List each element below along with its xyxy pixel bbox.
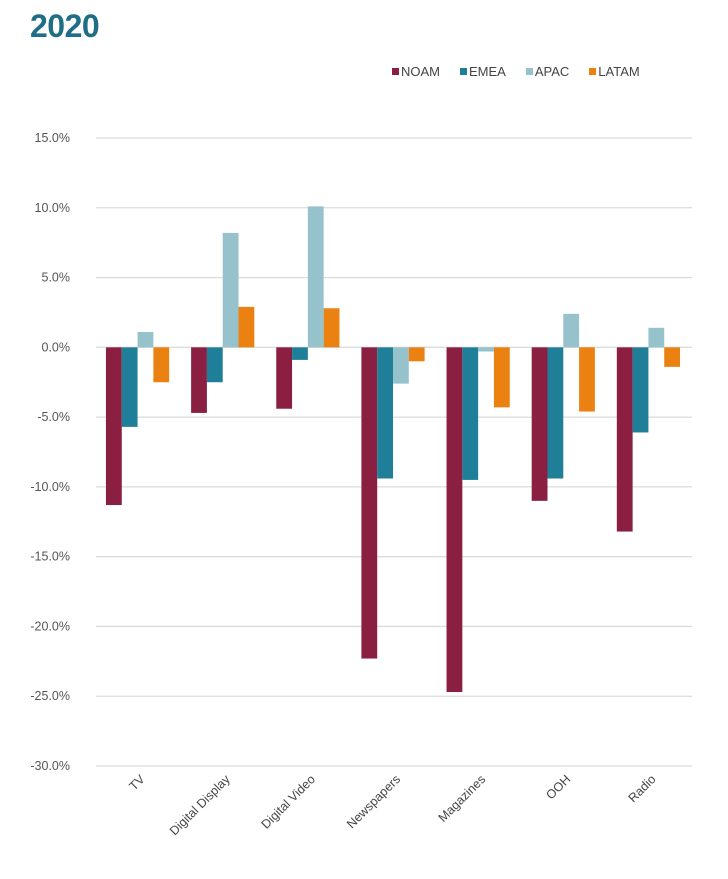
bar-latam-digital-video — [323, 308, 340, 348]
x-tick-label: Radio — [626, 772, 659, 805]
bar-apac-ooh — [563, 313, 580, 348]
y-tick-label: 10.0% — [35, 201, 70, 215]
bar-latam-ooh — [579, 347, 595, 412]
x-tick-label: Newspapers — [344, 772, 403, 831]
bar-latam-radio — [664, 347, 681, 367]
bar-noam-ooh — [531, 347, 548, 501]
legend-swatch-noam — [392, 68, 399, 75]
x-tick-label: Digital Video — [259, 772, 318, 831]
legend-swatch-emea — [460, 68, 467, 75]
gridlines — [96, 137, 692, 767]
x-tick-label: OOH — [543, 772, 573, 802]
bar-apac-tv — [137, 331, 154, 348]
x-tick-label: TV — [126, 772, 148, 794]
bar-noam-newspapers — [361, 347, 378, 659]
legend-item-latam: LATAM — [589, 64, 640, 79]
bar-latam-digital-display — [238, 306, 255, 348]
y-tick-label: -10.0% — [30, 480, 70, 494]
y-tick-label: 0.0% — [42, 340, 71, 354]
legend-item-emea: EMEA — [460, 64, 506, 79]
y-tick-label: -5.0% — [37, 410, 70, 424]
bar-noam-radio — [616, 347, 633, 532]
bar-apac-radio — [648, 327, 665, 348]
legend-label-emea: EMEA — [469, 64, 506, 79]
legend-swatch-latam — [589, 68, 597, 75]
bar-noam-magazines — [446, 347, 463, 693]
x-axis-labels: TV Digital Display Digital Video Newspapers… — [126, 772, 658, 838]
chart-title: 2020 — [30, 8, 100, 44]
y-tick-label: 15.0% — [35, 131, 70, 145]
y-tick-label: 5.0% — [42, 271, 71, 285]
legend: NOAM EMEA APAC LATAM — [392, 64, 640, 79]
bar-emea-newspapers — [377, 347, 393, 479]
bar-emea-tv — [121, 347, 138, 427]
legend-item-apac: APAC — [525, 64, 570, 79]
x-tick-label: Digital Display — [167, 772, 233, 838]
bar-emea-digital-video — [292, 347, 308, 360]
legend-label-noam: NOAM — [401, 64, 440, 79]
bar-latam-tv — [153, 347, 170, 383]
bars — [105, 206, 681, 693]
bar-noam-tv — [105, 347, 122, 506]
bar-apac-magazines — [478, 347, 494, 352]
bar-emea-ooh — [547, 347, 564, 479]
bar-apac-digital-video — [307, 206, 324, 348]
bar-noam-digital-video — [276, 347, 293, 409]
x-tick-label: Magazines — [436, 772, 489, 825]
y-axis-labels: 15.0% 10.0% 5.0% 0.0% -5.0% -10.0% -15.0% -20.0… — [30, 131, 70, 773]
bar-latam-magazines — [493, 347, 510, 408]
y-tick-label: -20.0% — [30, 619, 70, 633]
bar-latam-newspapers — [408, 347, 425, 362]
bar-emea-radio — [632, 347, 649, 433]
y-tick-label: -25.0% — [30, 689, 70, 703]
bar-apac-digital-display — [222, 232, 239, 348]
bar-emea-digital-display — [206, 347, 223, 383]
legend-label-latam: LATAM — [598, 64, 640, 79]
y-tick-label: -15.0% — [30, 550, 70, 564]
legend-item-noam: NOAM — [392, 64, 440, 79]
legend-label-apac: APAC — [534, 64, 570, 79]
bar-noam-digital-display — [191, 347, 207, 413]
bar-apac-newspapers — [393, 347, 409, 384]
legend-swatch-apac — [525, 68, 533, 75]
y-tick-label: -30.0% — [30, 759, 70, 773]
bar-emea-magazines — [462, 347, 479, 480]
